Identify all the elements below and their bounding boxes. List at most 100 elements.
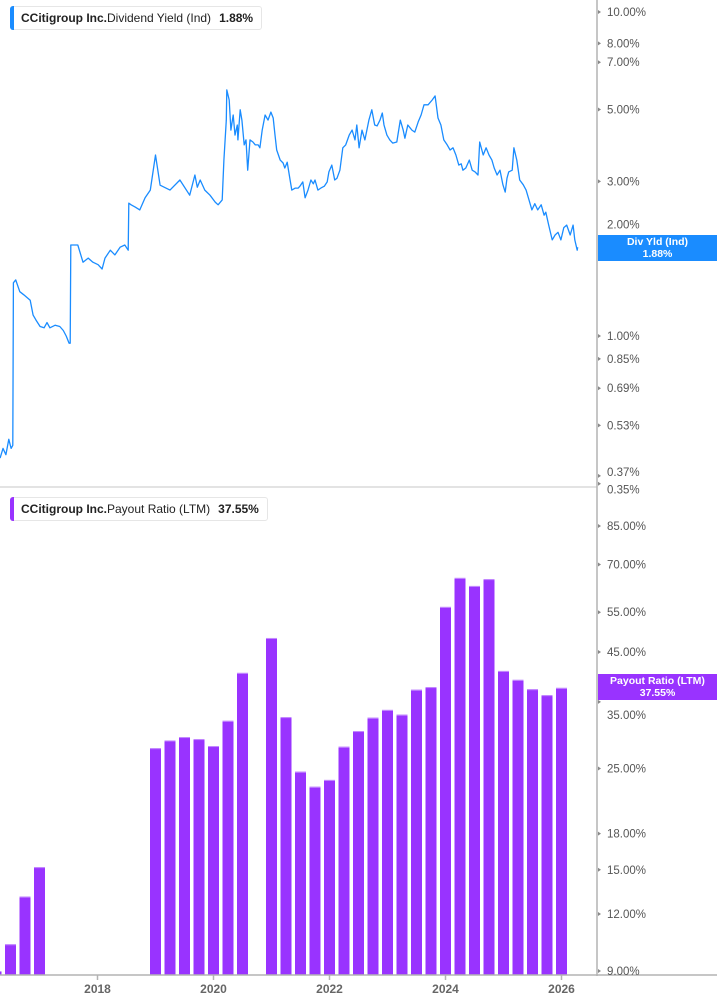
yield-legend-metric: Dividend Yield (Ind) (107, 11, 212, 25)
payout-bar-top-edge (179, 737, 190, 739)
payout-bar[interactable] (164, 740, 176, 975)
yield-y-tick-label: 0.35% (607, 485, 640, 497)
payout-bar[interactable] (266, 637, 277, 975)
payout-bar-top-edge (164, 740, 176, 742)
payout-bar[interactable] (469, 585, 480, 975)
payout-bar[interactable] (324, 779, 335, 975)
y-tick-mark (598, 699, 601, 704)
payout-bar-top-edge (295, 771, 306, 773)
payout-bar[interactable] (222, 720, 234, 975)
y-tick-mark (598, 10, 601, 15)
yield-legend[interactable]: C Citigroup Inc. Dividend Yield (Ind) 1.… (10, 6, 263, 30)
payout-legend-ticker: C (21, 502, 30, 516)
payout-bar-top-edge (19, 896, 31, 898)
payout-legend-value: 37.55% (218, 502, 259, 516)
payout-bar[interactable] (411, 689, 422, 975)
payout-bar-top-edge (193, 739, 205, 741)
payout-y-tick-label: 9.00% (607, 966, 640, 978)
payout-color-swatch (10, 497, 14, 521)
payout-bar[interactable] (34, 867, 45, 975)
payout-bar[interactable] (193, 739, 205, 975)
yield-y-tick-label: 7.00% (607, 57, 640, 69)
y-tick-mark (598, 356, 601, 361)
payout-bar[interactable] (5, 944, 16, 975)
payout-bar-top-edge (498, 670, 509, 672)
y-tick-mark (598, 386, 601, 391)
yield-y-tick-label: 0.85% (607, 354, 640, 366)
payout-bar-top-edge (396, 714, 408, 716)
payout-bar-top-edge (411, 689, 422, 691)
payout-bar[interactable] (295, 771, 306, 975)
payout-ratio-panel (0, 577, 567, 975)
payout-bar[interactable] (0, 971, 2, 975)
payout-bar[interactable] (280, 717, 292, 975)
payout-legend[interactable]: C Citigroup Inc. Payout Ratio (LTM) 37.5… (10, 497, 268, 521)
yield-color-swatch (10, 6, 14, 30)
payout-bar-top-edge (266, 637, 277, 639)
x-tick-label: 2018 (84, 982, 111, 996)
payout-bar[interactable] (512, 679, 524, 975)
payout-bar[interactable] (454, 577, 466, 975)
yield-y-tick-label: 0.53% (607, 420, 640, 432)
yield-y-tick-label: 10.00% (607, 7, 646, 19)
payout-bar[interactable] (367, 717, 379, 975)
payout-bar-top-edge (512, 679, 524, 681)
payout-bar[interactable] (541, 695, 553, 975)
payout-bar-top-edge (208, 746, 219, 748)
y-tick-mark (598, 969, 601, 973)
payout-bar[interactable] (483, 579, 495, 975)
y-tick-mark (598, 107, 601, 112)
payout-bar[interactable] (179, 737, 190, 975)
payout-bar-top-edge (222, 720, 234, 722)
payout-bar[interactable] (237, 672, 248, 975)
payout-badge-label: Payout Ratio (LTM) (610, 675, 705, 687)
y-tick-mark (598, 562, 601, 567)
y-tick-mark (598, 867, 601, 872)
payout-bar-top-edge (324, 779, 335, 781)
payout-bar-top-edge (440, 606, 451, 608)
payout-bar[interactable] (353, 731, 364, 975)
y-tick-mark (598, 610, 601, 615)
payout-y-tick-label: 45.00% (607, 647, 646, 659)
payout-bar[interactable] (425, 687, 437, 975)
yield-y-tick-label: 3.00% (607, 176, 640, 188)
payout-y-tick-label: 18.00% (607, 829, 646, 841)
payout-bar[interactable] (382, 709, 393, 975)
y-tick-mark (598, 179, 601, 184)
payout-bar-top-edge (237, 672, 248, 674)
payout-bar[interactable] (556, 687, 567, 975)
payout-bar-top-edge (382, 709, 393, 711)
payout-y-tick-label: 85.00% (607, 521, 646, 533)
payout-y-tick-label: 25.00% (607, 764, 646, 776)
payout-bar[interactable] (396, 714, 408, 975)
y-tick-mark (598, 423, 601, 428)
payout-bar[interactable] (309, 786, 321, 975)
payout-bar[interactable] (150, 748, 161, 975)
payout-bar-top-edge (556, 687, 567, 689)
payout-bar-top-edge (527, 689, 538, 691)
payout-y-tick-label: 70.00% (607, 559, 646, 571)
payout-bar-top-edge (353, 731, 364, 733)
yield-y-tick-label: 5.00% (607, 105, 640, 117)
payout-bar[interactable] (338, 746, 350, 975)
payout-bar-top-edge (309, 786, 321, 788)
dividend-yield-line (0, 89, 579, 459)
payout-bar-top-edge (454, 577, 466, 579)
payout-y-tick-label: 15.00% (607, 865, 646, 877)
payout-bar[interactable] (19, 896, 31, 975)
x-tick-label: 2020 (200, 982, 227, 996)
payout-bar-top-edge (338, 746, 350, 748)
payout-bar-top-edge (541, 695, 553, 697)
payout-badge-value: 37.55% (639, 687, 676, 699)
payout-value-badge: Payout Ratio (LTM) 37.55% (598, 674, 717, 700)
x-tick-label: 2026 (548, 982, 575, 996)
payout-y-tick-label: 55.00% (607, 607, 646, 619)
payout-bar[interactable] (440, 606, 451, 975)
y-tick-mark (598, 766, 601, 771)
payout-bar[interactable] (527, 689, 538, 975)
payout-y-tick-label: 35.00% (607, 710, 646, 722)
payout-bar-top-edge (34, 867, 45, 869)
payout-bar[interactable] (498, 670, 509, 975)
payout-bar[interactable] (208, 746, 219, 975)
